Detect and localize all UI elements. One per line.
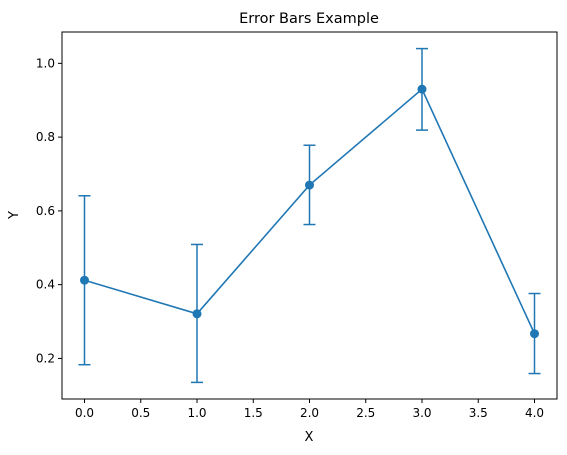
x-tick-label: 1.0 xyxy=(187,406,206,420)
x-tick-label: 0.5 xyxy=(131,406,150,420)
x-tick-label: 2.5 xyxy=(356,406,375,420)
x-tick-label: 3.0 xyxy=(412,406,431,420)
x-tick-label: 0.0 xyxy=(75,406,94,420)
y-axis: 0.2 0.4 0.6 0.8 1.0 xyxy=(36,56,62,365)
x-tick-label: 3.5 xyxy=(469,406,488,420)
x-tick-label: 4.0 xyxy=(525,406,544,420)
y-tick-label: 0.8 xyxy=(36,130,55,144)
data-point xyxy=(80,275,89,285)
series-layer xyxy=(78,47,541,384)
x-axis-label: X xyxy=(305,430,314,445)
chart-title: Error Bars Example xyxy=(239,11,379,27)
y-tick-label: 0.2 xyxy=(36,351,55,365)
x-tick-label: 1.5 xyxy=(244,406,263,420)
y-tick-label: 1.0 xyxy=(36,56,55,70)
x-tick-label: 2.0 xyxy=(300,406,319,420)
y-tick-label: 0.6 xyxy=(36,204,55,218)
data-point xyxy=(305,180,314,190)
x-axis: 0.0 0.5 1.0 1.5 2.0 2.5 3.0 3.5 4.0 xyxy=(75,399,544,420)
data-point xyxy=(192,309,202,319)
data-point xyxy=(417,84,427,94)
y-tick-label: 0.4 xyxy=(36,278,55,292)
data-point xyxy=(530,329,539,339)
y-axis-label: Y xyxy=(7,211,22,220)
